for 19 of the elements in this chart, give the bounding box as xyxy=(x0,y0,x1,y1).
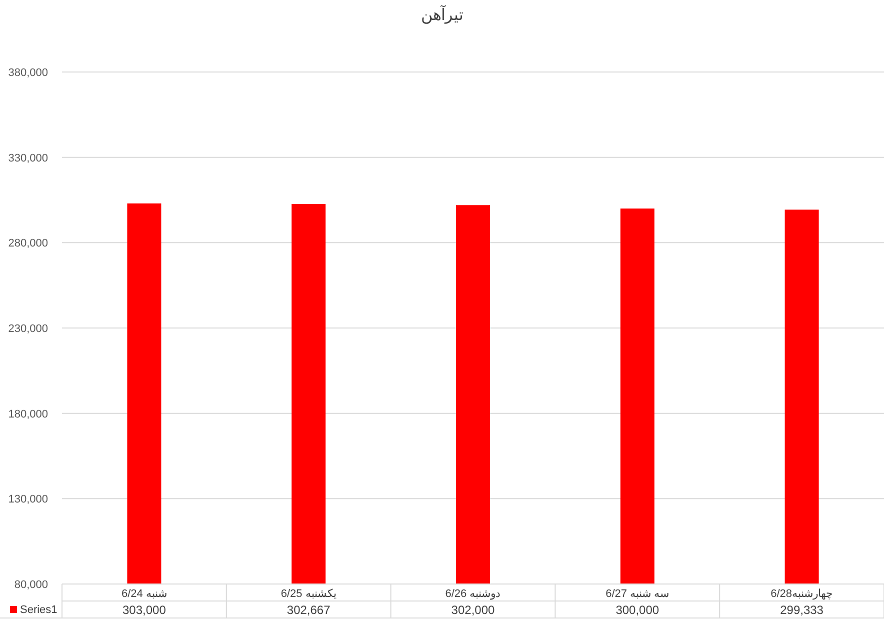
data-label: 303,000 xyxy=(122,603,166,617)
y-tick-label: 80,000 xyxy=(14,579,48,591)
data-label: 300,000 xyxy=(616,603,660,617)
y-tick-label: 130,000 xyxy=(8,494,48,506)
x-tick-label: چهارشنبه6/28 xyxy=(770,588,834,600)
data-label: 302,000 xyxy=(451,603,496,617)
y-tick-label: 280,000 xyxy=(8,238,48,250)
y-tick-label: 230,000 xyxy=(8,323,48,335)
x-tick-label: شنبه 6/24 xyxy=(121,588,167,600)
x-tick-label: یکشنبه 6/25 xyxy=(280,588,336,600)
chart-title: تیرآهن xyxy=(421,4,463,24)
x-tick-label: سه شنبه 6/27 xyxy=(606,588,670,600)
y-tick-label: 330,000 xyxy=(8,152,48,164)
data-label: 299,333 xyxy=(780,603,824,617)
y-tick-label: 380,000 xyxy=(8,67,48,79)
legend-label: Series1 xyxy=(20,604,58,616)
data-label: 302,667 xyxy=(286,603,331,617)
x-tick-label: دوشنبه 6/26 xyxy=(445,588,501,600)
y-tick-label: 180,000 xyxy=(8,408,48,420)
